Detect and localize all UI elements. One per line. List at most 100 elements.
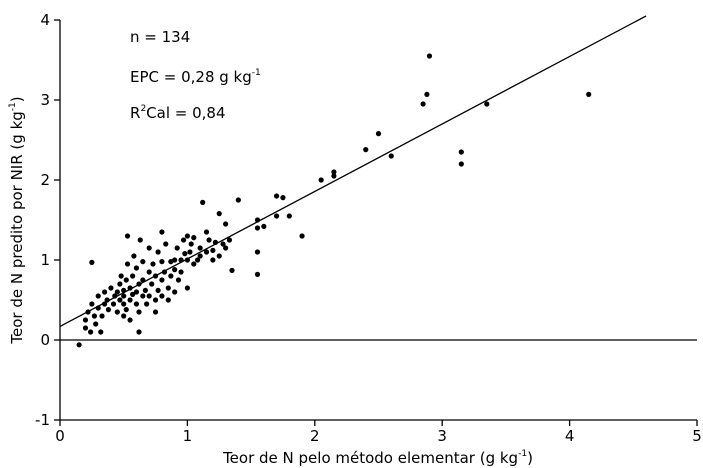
data-point <box>223 221 229 227</box>
data-point <box>187 249 193 255</box>
annotation-epc-main: EPC = 0,28 g kg <box>130 68 252 86</box>
fit-line-group <box>59 15 647 327</box>
data-point <box>188 241 194 247</box>
data-point <box>229 267 235 273</box>
y-tick-label: 0 <box>40 331 50 349</box>
data-point <box>95 305 101 311</box>
annotation-r2-r: R <box>130 104 140 122</box>
x-tick-label: 4 <box>565 427 575 445</box>
data-point <box>89 259 95 265</box>
data-point <box>235 197 241 203</box>
y-tick-label: -1 <box>35 411 50 429</box>
data-point <box>458 149 464 155</box>
data-point <box>286 213 292 219</box>
annotation-r2-sup: 2 <box>140 104 146 114</box>
data-point <box>105 307 112 313</box>
data-point <box>146 269 152 275</box>
data-point <box>140 293 146 299</box>
y-axis-label: Teor de N predito por NIR (g kg-1) <box>8 96 26 344</box>
data-point <box>159 229 165 235</box>
data-point <box>124 261 131 267</box>
y-axis-label-sup: -1 <box>8 102 18 111</box>
data-point <box>89 301 95 307</box>
data-point <box>220 241 226 247</box>
data-point <box>200 199 206 205</box>
data-point <box>85 309 91 315</box>
data-point <box>210 257 216 263</box>
data-point <box>184 257 190 263</box>
data-point <box>133 289 140 295</box>
y-axis-label-main: Teor de N predito por NIR (g kg <box>8 111 26 344</box>
data-point <box>165 297 171 303</box>
y-axis-label-close: ) <box>8 96 26 102</box>
data-point <box>87 329 94 335</box>
data-point <box>146 293 152 299</box>
data-point <box>174 245 180 251</box>
data-point <box>82 317 89 323</box>
data-point <box>261 223 267 229</box>
data-point <box>180 237 187 243</box>
data-point <box>76 342 82 348</box>
data-points <box>76 53 592 348</box>
data-point <box>254 249 261 255</box>
data-point <box>82 325 89 331</box>
data-point <box>273 193 280 199</box>
data-point <box>197 245 203 251</box>
y-tick-label: 1 <box>40 251 50 269</box>
data-point <box>216 211 222 217</box>
data-point <box>121 293 127 299</box>
data-point <box>136 309 142 315</box>
data-point <box>424 91 430 97</box>
data-point <box>140 277 146 283</box>
data-point <box>150 261 156 267</box>
data-point <box>123 277 129 283</box>
data-point <box>155 287 161 293</box>
data-point <box>124 233 131 239</box>
data-point <box>144 301 150 307</box>
data-point <box>331 169 337 175</box>
data-point <box>210 247 216 253</box>
data-point <box>136 329 142 335</box>
data-point <box>318 177 324 183</box>
data-point <box>197 253 203 259</box>
annotation-r2: R2Cal = 0,84 <box>130 104 226 122</box>
data-point <box>254 225 261 231</box>
x-axis-label-sup: -1 <box>518 449 527 459</box>
x-axis-label: Teor de N pelo método elementar (g kg-1) <box>222 449 533 467</box>
y-tick-label: 2 <box>40 171 50 189</box>
data-point <box>121 313 127 319</box>
data-point <box>149 281 155 287</box>
data-point <box>484 101 490 107</box>
data-point <box>273 213 280 219</box>
regression-line <box>59 15 647 327</box>
data-point <box>110 301 117 307</box>
data-point <box>172 267 178 273</box>
data-point <box>226 237 233 243</box>
data-point <box>163 241 169 247</box>
data-point <box>146 245 152 251</box>
data-point <box>458 161 464 167</box>
data-point <box>203 249 210 255</box>
data-point <box>127 285 133 291</box>
data-point <box>136 281 142 287</box>
data-point <box>152 297 159 303</box>
data-point <box>184 285 190 291</box>
data-point <box>191 261 197 267</box>
x-tick-label: 0 <box>55 427 65 445</box>
x-axis-label-close: ) <box>527 449 533 467</box>
data-point <box>98 329 104 335</box>
data-point <box>175 277 182 283</box>
x-tick-label: 5 <box>692 427 702 445</box>
data-point <box>420 101 426 107</box>
data-point <box>133 265 140 271</box>
data-point <box>93 321 99 327</box>
x-axis-label-main: Teor de N pelo método elementar (g kg <box>222 449 518 467</box>
annotation-epc: EPC = 0,28 g kg-1 <box>130 68 261 86</box>
data-point <box>95 293 101 299</box>
data-point <box>104 297 110 303</box>
data-point <box>363 147 369 153</box>
x-tick-label: 1 <box>183 427 193 445</box>
data-point <box>586 91 592 97</box>
data-point <box>133 301 140 307</box>
data-point <box>159 293 165 299</box>
